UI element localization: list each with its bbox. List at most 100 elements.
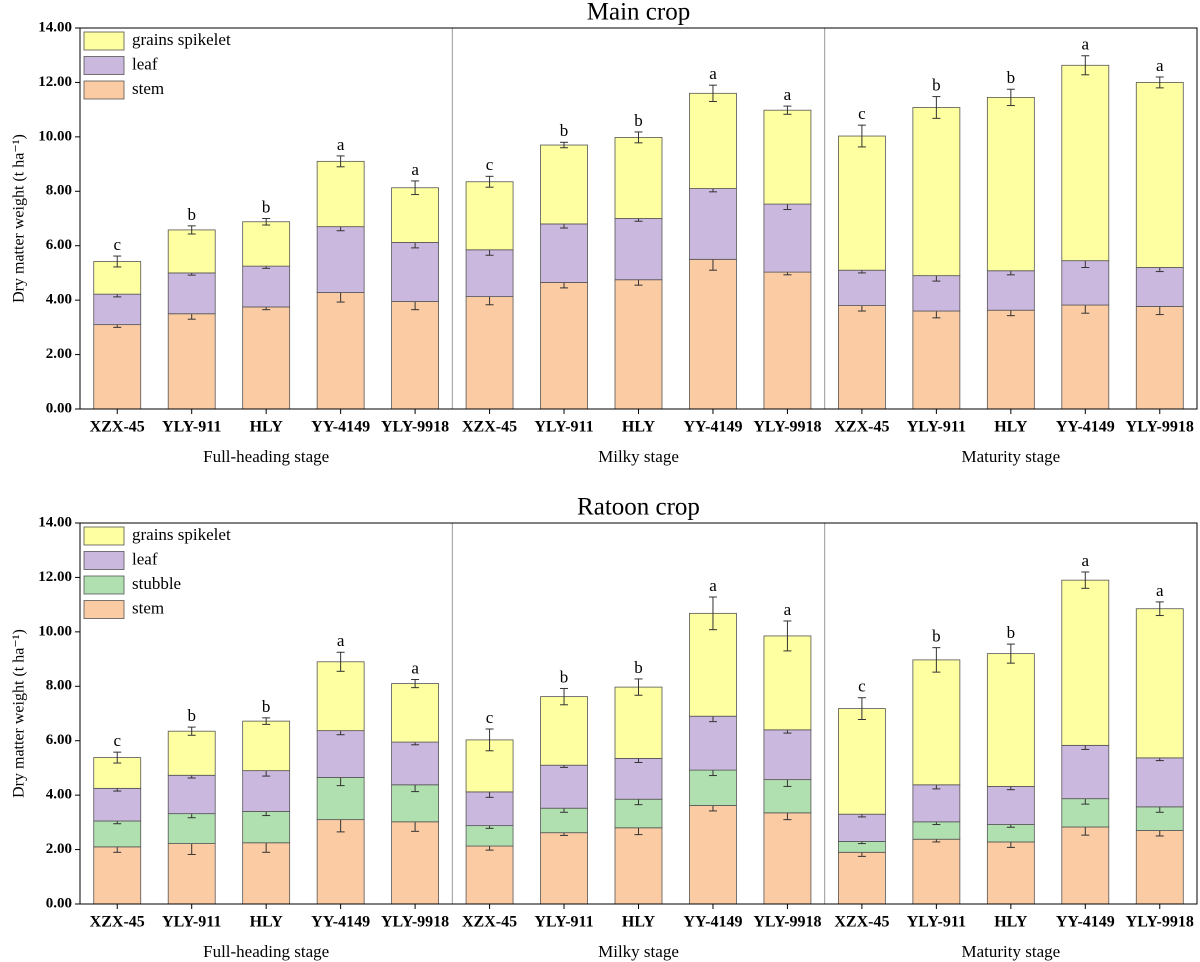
error-bar [783,620,792,652]
bar-segment [1135,306,1184,410]
bar-segment [986,841,1035,905]
bar-segment [391,187,440,243]
error-bar [113,255,122,268]
x-tick-label: YY-4149 [311,419,370,436]
significance-label: a [784,85,792,104]
significance-label: a [1156,581,1164,600]
bar-segment [540,832,588,905]
error-bar [857,124,866,148]
bar-segment [167,313,216,410]
significance-label: b [1007,623,1016,642]
bar-segment [1135,267,1184,307]
group-label: Maturity stage [961,447,1060,466]
error-bar [485,728,494,752]
bar-segment [540,144,588,225]
legend-label: leaf [132,54,158,73]
significance-label: c [858,104,866,123]
significance-label: b [1007,68,1016,87]
error-bar [1081,55,1090,76]
legend-swatch [83,551,125,570]
legend-swatch [83,600,125,619]
significance-label: b [262,697,271,716]
bar-segment [242,306,291,410]
bar-segment [242,221,291,267]
legend-label: leaf [132,549,158,568]
bar-segment [1061,64,1110,262]
x-tick-label: YLY-911 [162,419,221,436]
significance-label: c [486,155,494,174]
bar-segment [1061,260,1110,306]
bar-segment [763,271,812,410]
error-bar [1155,76,1164,89]
significance-label: a [1082,551,1090,570]
bar-segment [912,784,961,823]
x-tick-label: YLY-9918 [1126,914,1194,931]
bar-segment [167,730,216,776]
bar-segment [465,845,514,905]
legend-label: grains spikelet [132,525,231,544]
significance-label: b [187,205,196,224]
x-tick-label: YLY-9918 [1126,419,1194,436]
error-bar [783,105,792,115]
bar-segment [986,653,1035,787]
bar-segment [93,324,142,410]
significance-label: a [411,160,419,179]
error-bar [1081,571,1090,589]
bar-segment [540,696,588,766]
bar-segment [1135,757,1184,808]
bar-segment [93,846,142,905]
error-bar [560,141,569,149]
bar-segment [167,813,216,844]
significance-label: b [634,658,643,677]
error-bar [1155,601,1164,617]
bar-segment [1135,608,1184,759]
bar-segment [689,92,737,189]
bar-segment [763,635,812,731]
significance-label: b [932,75,941,94]
bar-segment [316,819,365,905]
error-bar [932,96,941,119]
significance-label: b [560,667,569,686]
y-tick-label: 6.00 [46,732,72,748]
bar-segment [838,135,886,271]
bar-segment [689,258,737,410]
x-tick-label: YY-4149 [683,419,742,436]
bar-segment [689,805,737,905]
bar-segment [391,242,440,302]
bar-segment [242,720,291,772]
error-bar [708,84,717,102]
bar-segment [167,272,216,315]
error-bar [932,647,941,673]
x-tick-label: HLY [250,914,284,931]
bar-segment [614,218,663,281]
significance-label: c [486,708,494,727]
x-tick-label: YLY-9918 [381,419,449,436]
bar-segment [838,269,886,306]
error-bar [336,155,345,168]
plot-frame [79,522,1198,905]
significance-label: c [113,731,121,750]
significance-label: a [1082,35,1090,54]
x-tick-label: YY-4149 [683,914,742,931]
group-label: Full-heading stage [203,942,329,961]
x-tick-label: XZX-45 [462,419,517,436]
x-tick-label: HLY [994,914,1028,931]
x-tick-label: YLY-911 [162,914,221,931]
bar-segment [465,249,514,298]
bar-segment [540,764,588,809]
bar-segment [391,683,440,743]
y-tick-label: 2.00 [46,346,72,362]
legend-swatch [83,56,125,75]
bar-segment [986,270,1035,311]
significance-label: a [337,631,345,650]
significance-label: b [634,111,643,130]
error-bar [411,678,420,689]
x-tick-label: XZX-45 [834,914,889,931]
chart-title: Main crop [587,0,690,26]
y-tick-label: 4.00 [46,292,72,308]
significance-label: a [709,64,717,83]
x-tick-label: HLY [622,419,656,436]
x-tick-label: YLY-911 [907,914,966,931]
x-tick-label: YY-4149 [1056,419,1115,436]
x-tick-label: XZX-45 [834,419,889,436]
